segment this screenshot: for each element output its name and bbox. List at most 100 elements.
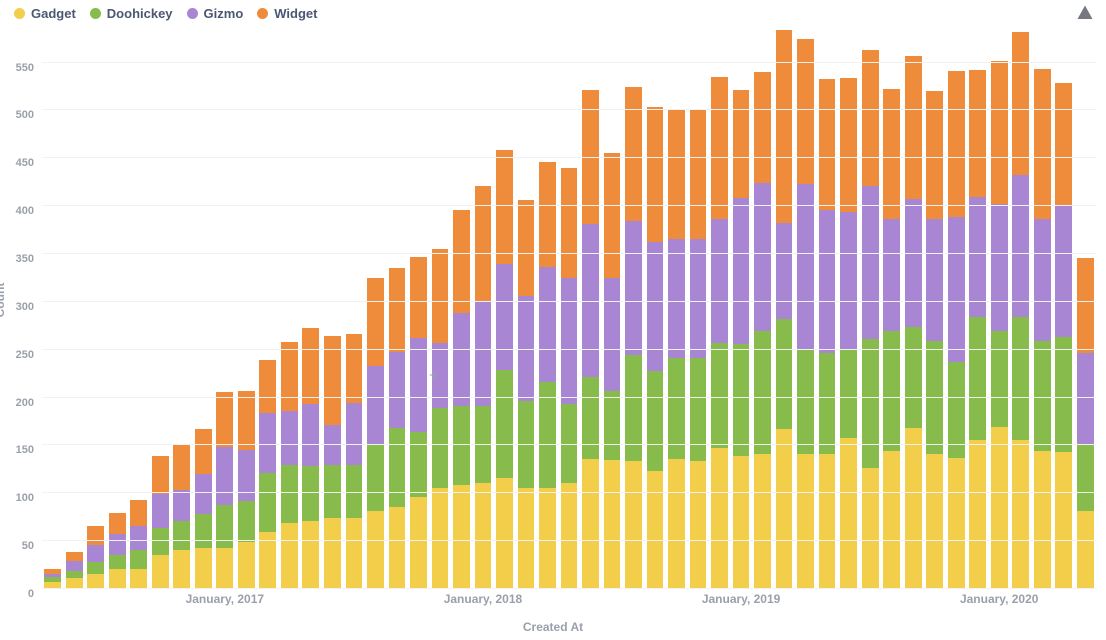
- bar-segment-gizmo[interactable]: [432, 343, 449, 408]
- bar-segment-widget[interactable]: [87, 526, 104, 545]
- bar-segment-gizmo[interactable]: [1034, 219, 1051, 342]
- bar-segment-gizmo[interactable]: [840, 212, 857, 349]
- bar-segment-widget[interactable]: [711, 77, 728, 219]
- bar-segment-gadget[interactable]: [152, 555, 169, 589]
- bar-segment-gizmo[interactable]: [109, 534, 126, 555]
- bar-segment-gizmo[interactable]: [87, 545, 104, 562]
- bar-segment-gizmo[interactable]: [66, 561, 83, 571]
- bar-segment-gadget[interactable]: [346, 518, 363, 588]
- bar-column[interactable]: [367, 278, 384, 588]
- bar-segment-gadget[interactable]: [195, 548, 212, 588]
- bar-column[interactable]: [948, 71, 965, 588]
- bar-segment-doohickey[interactable]: [862, 339, 879, 468]
- bar-segment-gadget[interactable]: [496, 478, 513, 588]
- bar-segment-doohickey[interactable]: [754, 331, 771, 454]
- bar-segment-widget[interactable]: [539, 162, 556, 267]
- bar-segment-gadget[interactable]: [625, 461, 642, 588]
- bar-column[interactable]: [991, 61, 1008, 588]
- bar-segment-gadget[interactable]: [1034, 451, 1051, 588]
- bar-segment-widget[interactable]: [496, 150, 513, 265]
- bar-segment-gizmo[interactable]: [389, 352, 406, 429]
- bar-column[interactable]: [496, 150, 513, 588]
- bar-segment-widget[interactable]: [733, 90, 750, 198]
- bar-segment-widget[interactable]: [453, 210, 470, 313]
- bar-segment-doohickey[interactable]: [991, 331, 1008, 427]
- bar-segment-gadget[interactable]: [302, 521, 319, 588]
- bar-segment-widget[interactable]: [109, 513, 126, 534]
- bar-column[interactable]: [539, 162, 556, 588]
- bar-segment-gizmo[interactable]: [1055, 205, 1072, 337]
- bar-segment-gadget[interactable]: [281, 523, 298, 588]
- bar-segment-widget[interactable]: [1055, 83, 1072, 206]
- bar-segment-gizmo[interactable]: [152, 494, 169, 528]
- bar-segment-widget[interactable]: [604, 153, 621, 277]
- bar-segment-widget[interactable]: [152, 456, 169, 494]
- bar-segment-gizmo[interactable]: [862, 186, 879, 339]
- bar-segment-gizmo[interactable]: [346, 403, 363, 465]
- bar-column[interactable]: [410, 257, 427, 588]
- bar-segment-doohickey[interactable]: [109, 555, 126, 568]
- bar-segment-gadget[interactable]: [238, 542, 255, 588]
- bar-segment-widget[interactable]: [754, 72, 771, 183]
- bar-segment-gizmo[interactable]: [797, 184, 814, 349]
- bar-segment-doohickey[interactable]: [173, 521, 190, 550]
- bar-segment-gadget[interactable]: [453, 485, 470, 588]
- bar-segment-gizmo[interactable]: [410, 338, 427, 432]
- bar-segment-widget[interactable]: [1012, 32, 1029, 176]
- bar-segment-gizmo[interactable]: [302, 404, 319, 466]
- bar-segment-gizmo[interactable]: [259, 413, 276, 473]
- bar-segment-gadget[interactable]: [1012, 440, 1029, 588]
- bar-column[interactable]: [453, 210, 470, 588]
- legend-item-gizmo[interactable]: Gizmo: [187, 6, 244, 21]
- bar-segment-gizmo[interactable]: [561, 278, 578, 404]
- bar-segment-gizmo[interactable]: [195, 474, 212, 514]
- bar-segment-widget[interactable]: [625, 87, 642, 221]
- bar-segment-gadget[interactable]: [711, 448, 728, 588]
- bar-segment-doohickey[interactable]: [582, 377, 599, 458]
- bar-segment-gadget[interactable]: [367, 511, 384, 588]
- bar-segment-gizmo[interactable]: [475, 301, 492, 406]
- bar-segment-gizmo[interactable]: [496, 264, 513, 369]
- bar-column[interactable]: [475, 186, 492, 588]
- bar-segment-widget[interactable]: [475, 186, 492, 301]
- bar-segment-gizmo[interactable]: [281, 411, 298, 466]
- bar-column[interactable]: [238, 391, 255, 588]
- bar-column[interactable]: [518, 200, 535, 588]
- bar-segment-widget[interactable]: [173, 444, 190, 490]
- bar-column[interactable]: [281, 342, 298, 588]
- bar-segment-gadget[interactable]: [324, 518, 341, 588]
- bar-segment-gizmo[interactable]: [238, 450, 255, 501]
- bar-segment-doohickey[interactable]: [797, 349, 814, 454]
- bar-column[interactable]: [840, 78, 857, 588]
- bar-segment-widget[interactable]: [302, 328, 319, 405]
- bar-column[interactable]: [819, 79, 836, 588]
- bar-segment-gizmo[interactable]: [819, 210, 836, 354]
- bar-segment-widget[interactable]: [195, 429, 212, 474]
- bar-segment-gizmo[interactable]: [216, 447, 233, 504]
- bar-column[interactable]: [969, 70, 986, 588]
- bar-column[interactable]: [1055, 83, 1072, 588]
- bar-segment-gadget[interactable]: [797, 454, 814, 588]
- bar-column[interactable]: [324, 336, 341, 588]
- bar-segment-gizmo[interactable]: [776, 223, 793, 319]
- bar-segment-doohickey[interactable]: [819, 353, 836, 454]
- bar-column[interactable]: [346, 334, 363, 588]
- bar-column[interactable]: [259, 360, 276, 588]
- legend-item-gadget[interactable]: Gadget: [14, 6, 76, 21]
- bar-column[interactable]: [733, 90, 750, 588]
- bar-segment-gizmo[interactable]: [539, 267, 556, 382]
- bar-segment-gadget[interactable]: [432, 488, 449, 589]
- bar-segment-widget[interactable]: [690, 109, 707, 238]
- bar-column[interactable]: [302, 328, 319, 588]
- bar-column[interactable]: [862, 50, 879, 588]
- bar-segment-gadget[interactable]: [819, 454, 836, 588]
- bar-segment-gadget[interactable]: [969, 440, 986, 588]
- bar-segment-widget[interactable]: [991, 61, 1008, 205]
- bar-segment-doohickey[interactable]: [432, 408, 449, 487]
- bar-segment-gadget[interactable]: [518, 488, 535, 589]
- bar-segment-gadget[interactable]: [604, 460, 621, 588]
- bar-segment-widget[interactable]: [216, 392, 233, 448]
- bar-segment-doohickey[interactable]: [216, 505, 233, 548]
- bar-segment-doohickey[interactable]: [367, 444, 384, 511]
- bar-segment-gizmo[interactable]: [647, 242, 664, 371]
